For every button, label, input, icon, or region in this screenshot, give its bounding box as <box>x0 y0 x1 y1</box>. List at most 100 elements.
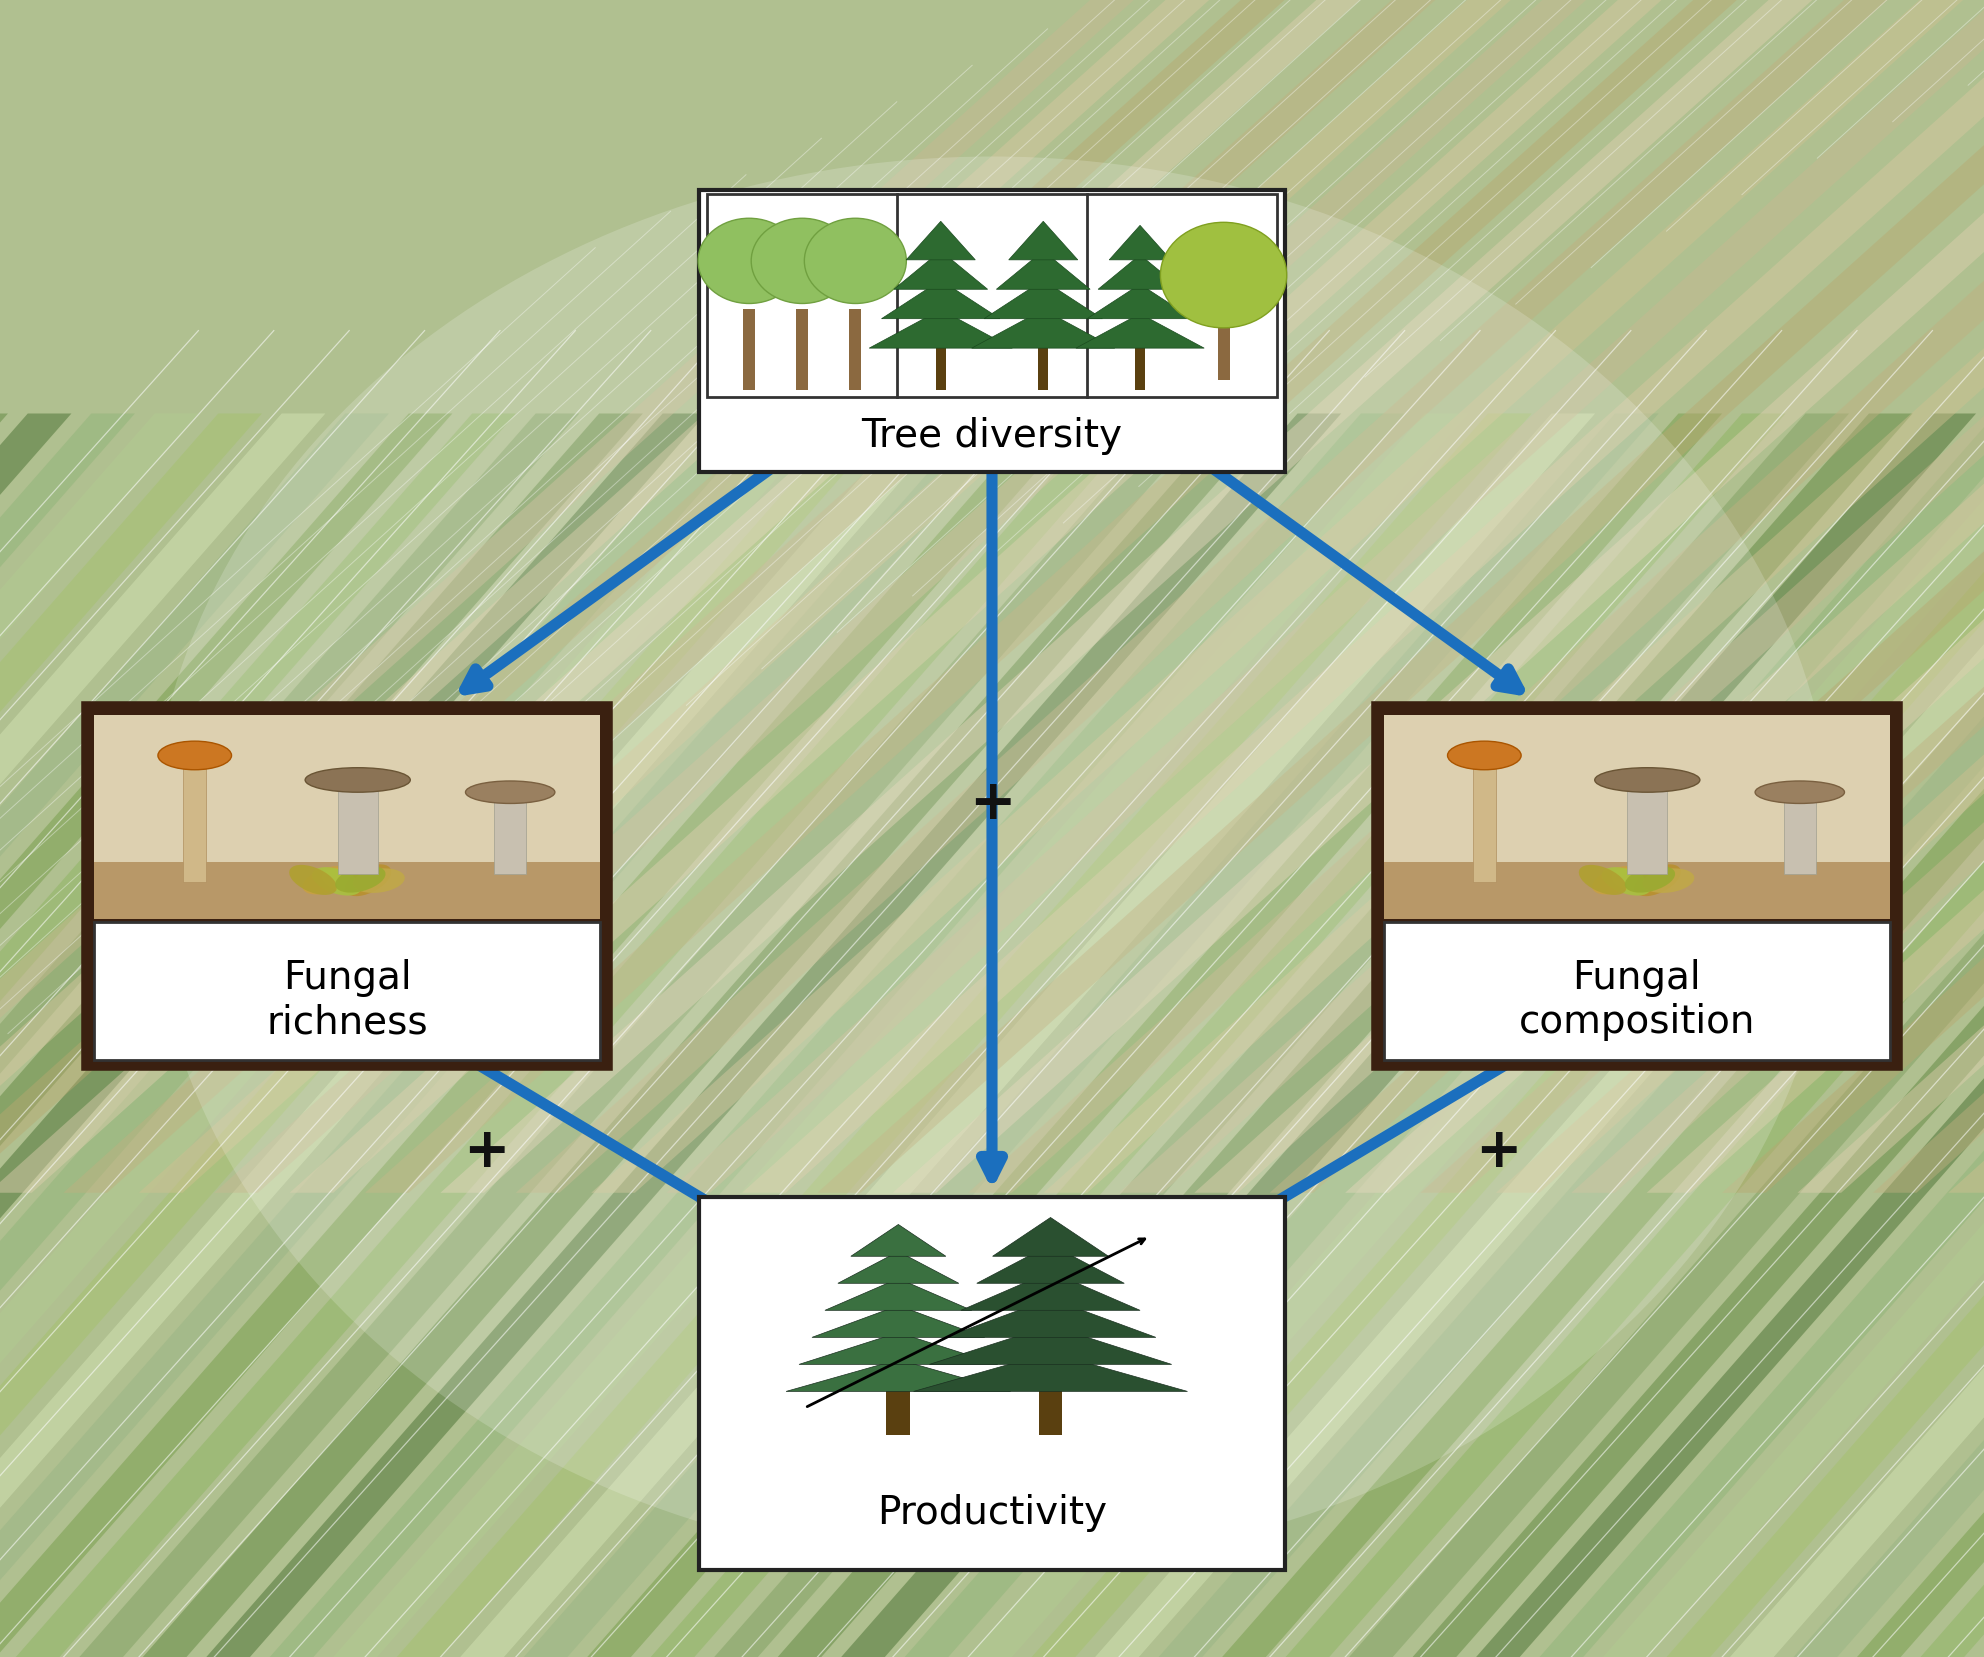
Circle shape <box>752 219 853 305</box>
Polygon shape <box>1270 0 1984 1193</box>
Polygon shape <box>0 414 325 1657</box>
Polygon shape <box>825 1279 972 1311</box>
Polygon shape <box>0 414 960 1657</box>
Polygon shape <box>996 252 1089 290</box>
FancyBboxPatch shape <box>93 921 599 1060</box>
Polygon shape <box>1159 414 1984 1657</box>
Polygon shape <box>1496 0 1984 1193</box>
Text: Productivity: Productivity <box>877 1493 1107 1531</box>
Ellipse shape <box>335 867 385 893</box>
Polygon shape <box>0 414 135 1657</box>
FancyBboxPatch shape <box>710 1208 1276 1443</box>
Polygon shape <box>0 414 1024 1657</box>
Polygon shape <box>929 1326 1173 1365</box>
Polygon shape <box>881 282 1000 320</box>
Polygon shape <box>397 414 1532 1657</box>
Polygon shape <box>0 414 8 1657</box>
Polygon shape <box>460 414 1595 1657</box>
Text: +: + <box>1474 1125 1522 1178</box>
Polygon shape <box>1413 414 1984 1657</box>
Polygon shape <box>63 0 1436 1193</box>
Polygon shape <box>1345 0 1984 1193</box>
Polygon shape <box>972 310 1115 350</box>
Bar <box>494 797 526 875</box>
Polygon shape <box>139 0 1512 1193</box>
Polygon shape <box>800 1332 998 1365</box>
Polygon shape <box>651 414 1786 1657</box>
Circle shape <box>1161 224 1288 328</box>
Text: Tree diversity: Tree diversity <box>861 416 1123 454</box>
Ellipse shape <box>149 157 1835 1566</box>
Polygon shape <box>0 414 897 1657</box>
Polygon shape <box>1921 414 1984 1657</box>
FancyBboxPatch shape <box>700 191 1286 472</box>
Text: Fungal
richness: Fungal richness <box>266 958 429 1041</box>
Polygon shape <box>0 0 1286 1193</box>
Polygon shape <box>0 414 262 1657</box>
Bar <box>1040 1369 1063 1435</box>
Text: +: + <box>968 777 1016 830</box>
Polygon shape <box>907 222 976 260</box>
Polygon shape <box>1667 414 1984 1657</box>
Polygon shape <box>214 0 1587 1193</box>
Polygon shape <box>992 1218 1109 1256</box>
Polygon shape <box>365 0 1738 1193</box>
Ellipse shape <box>1448 742 1522 771</box>
Polygon shape <box>913 1352 1188 1392</box>
Polygon shape <box>968 0 1984 1193</box>
Polygon shape <box>0 414 1087 1657</box>
Polygon shape <box>143 414 1278 1657</box>
Ellipse shape <box>1756 782 1845 804</box>
Polygon shape <box>0 0 1210 1193</box>
Polygon shape <box>1087 285 1192 320</box>
Polygon shape <box>976 1244 1125 1284</box>
Polygon shape <box>984 282 1103 320</box>
Polygon shape <box>1540 414 1984 1657</box>
Polygon shape <box>0 414 706 1657</box>
Bar <box>1038 335 1048 391</box>
Polygon shape <box>778 414 1913 1657</box>
Ellipse shape <box>304 867 351 895</box>
Bar <box>1218 325 1230 381</box>
Ellipse shape <box>1595 769 1700 792</box>
Bar <box>849 310 861 391</box>
Polygon shape <box>0 414 643 1657</box>
Ellipse shape <box>1579 865 1627 895</box>
Bar <box>887 1369 911 1435</box>
Polygon shape <box>333 414 1468 1657</box>
Polygon shape <box>0 414 516 1657</box>
Bar <box>1135 335 1145 391</box>
Bar <box>936 335 946 391</box>
Polygon shape <box>811 1306 984 1337</box>
Polygon shape <box>1857 414 1984 1657</box>
Polygon shape <box>742 0 1984 1193</box>
FancyBboxPatch shape <box>93 716 599 920</box>
Bar <box>1627 784 1667 875</box>
Polygon shape <box>1032 414 1984 1657</box>
Ellipse shape <box>353 868 405 893</box>
Polygon shape <box>1119 0 1984 1193</box>
Ellipse shape <box>1635 865 1680 896</box>
Polygon shape <box>944 1299 1157 1337</box>
Polygon shape <box>1794 414 1984 1657</box>
Ellipse shape <box>290 865 337 895</box>
Polygon shape <box>587 414 1722 1657</box>
Ellipse shape <box>1611 868 1663 895</box>
Ellipse shape <box>321 868 373 895</box>
Polygon shape <box>1647 0 1984 1193</box>
Polygon shape <box>1008 222 1077 260</box>
Circle shape <box>804 219 907 305</box>
Ellipse shape <box>466 782 556 804</box>
Polygon shape <box>440 0 1813 1193</box>
Polygon shape <box>1095 414 1984 1657</box>
Polygon shape <box>714 414 1849 1657</box>
Polygon shape <box>960 1273 1141 1311</box>
Polygon shape <box>817 0 1984 1193</box>
Polygon shape <box>1194 0 1984 1193</box>
Polygon shape <box>1571 0 1984 1193</box>
Polygon shape <box>895 252 988 290</box>
Bar <box>1472 764 1496 883</box>
Polygon shape <box>1044 0 1984 1193</box>
Polygon shape <box>869 310 1012 350</box>
Polygon shape <box>1722 0 1984 1193</box>
